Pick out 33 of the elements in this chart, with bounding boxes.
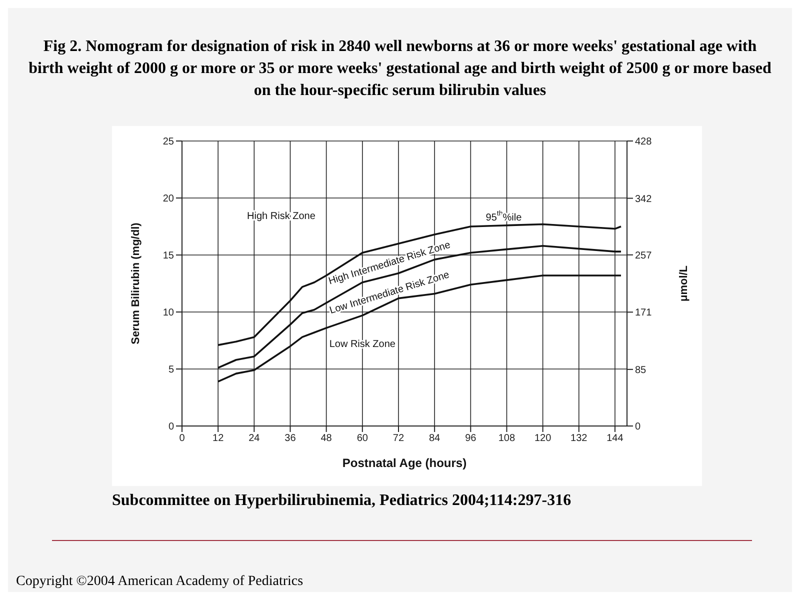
x-tick-label: 72 [392, 433, 404, 444]
y-tick-label: 20 [162, 194, 174, 205]
y2-tick-label: 257 [635, 250, 652, 262]
x-tick-label: 120 [534, 433, 552, 444]
x-tick-label: 84 [429, 433, 441, 444]
x-tick-label: 12 [212, 433, 224, 444]
y-tick-label: 15 [162, 250, 174, 262]
x-tick-label: 36 [284, 433, 296, 444]
line-series [217, 244, 622, 369]
x-tick-label: 108 [498, 433, 516, 444]
y-tick-label: 10 [162, 308, 174, 319]
y2-axis-title: μmol/L [678, 265, 690, 302]
y-tick-label: 0 [168, 422, 174, 433]
x-tick-label: 24 [248, 433, 260, 444]
x-axis-title: Postnatal Age (hours) [342, 456, 467, 470]
x-tick-label: 144 [606, 433, 624, 444]
x-tick-label: 48 [320, 433, 332, 444]
y-axis-title: Serum Bilirubin (mg/dl) [130, 222, 142, 344]
x-tick-label: 60 [356, 433, 368, 444]
y-tick-label: 25 [162, 136, 174, 148]
chart-title: Fig 2. Nomogram for designation of risk in 2840 well newborns at 36 or more weeks' gestational age with birth weight of 2000 g or more or 35 or more weeks' gestational age and birth weight of 2500 g or more based on the hour-specific serum bilirubin values [28, 37, 772, 101]
text: Copyright ©2004 American Academy of Pediatrics [16, 574, 304, 590]
y2-tick-label: 85 [635, 364, 647, 376]
y2-tick-label: 428 [635, 136, 652, 148]
x-tick-label: 132 [570, 433, 588, 444]
x-tick-label: 0 [179, 433, 186, 444]
x-tick-label: 96 [465, 433, 477, 444]
line-series [217, 223, 622, 346]
y2-tick-label: 171 [635, 308, 652, 319]
text: Subcommittee on Hyperbilirubinemia, Pediatrics 2004;114:297-316 [112, 491, 572, 511]
y2-tick-label: 342 [635, 194, 652, 205]
y2-tick-label: 0 [635, 422, 641, 433]
y-tick-label: 5 [168, 364, 174, 376]
